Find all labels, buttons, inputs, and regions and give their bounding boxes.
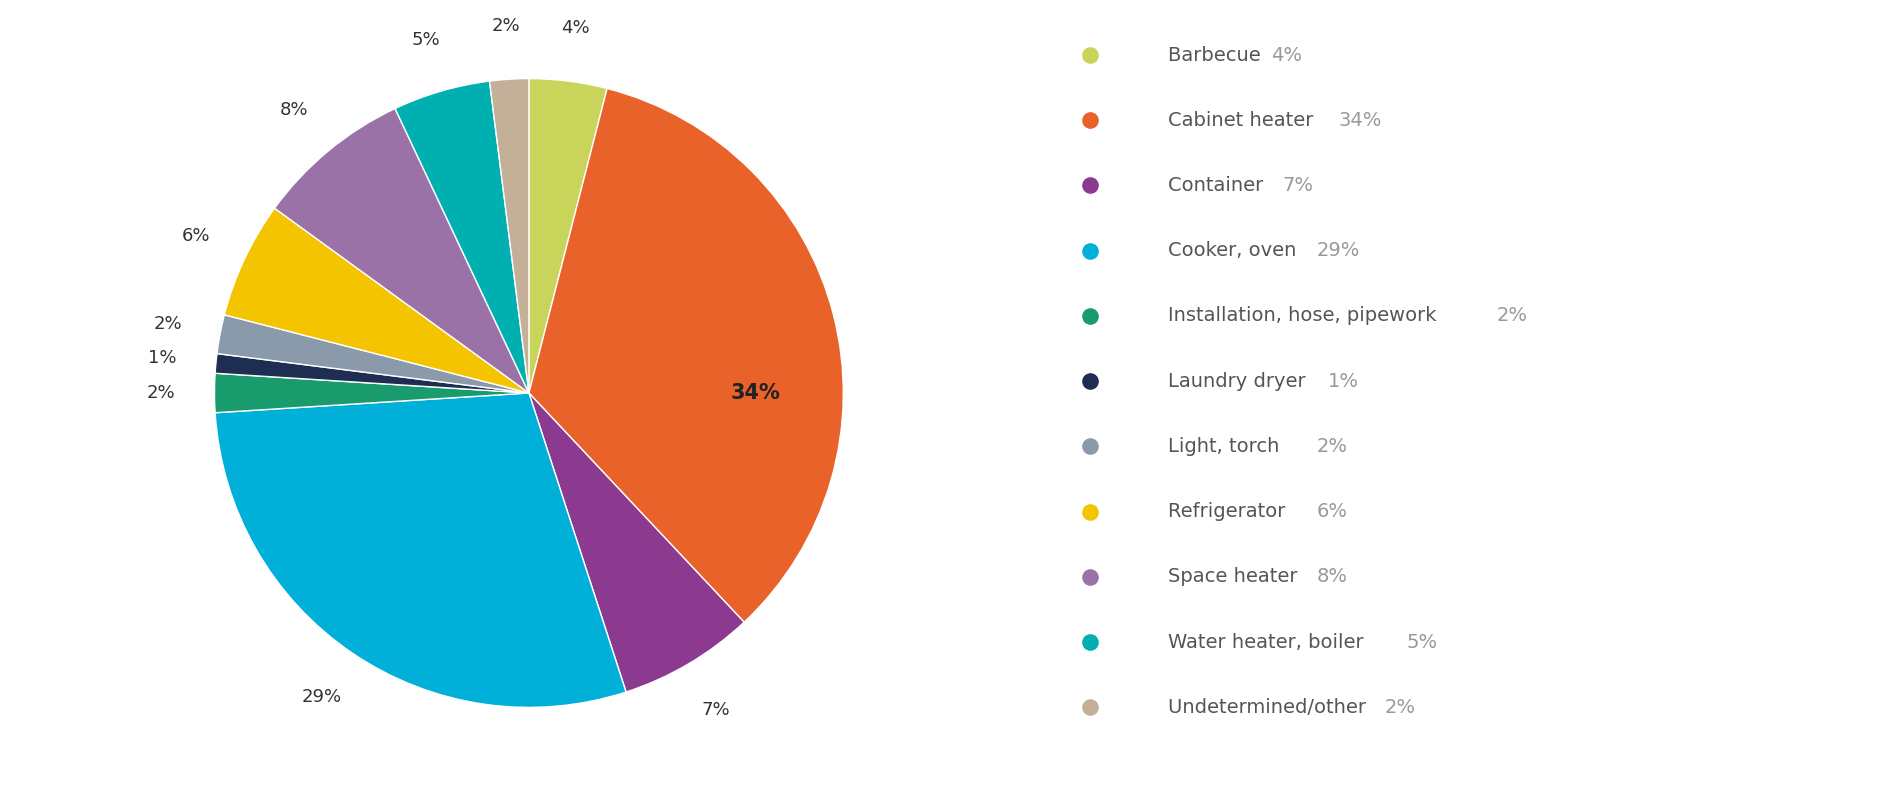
Text: 2%: 2% (1385, 698, 1415, 717)
Text: 2%: 2% (1317, 437, 1347, 456)
Wedge shape (529, 79, 606, 393)
Wedge shape (489, 79, 529, 393)
Text: 7%: 7% (1283, 176, 1313, 195)
Text: 2%: 2% (147, 384, 176, 402)
Text: 6%: 6% (181, 227, 210, 245)
Wedge shape (225, 208, 529, 393)
Text: 2%: 2% (491, 17, 519, 35)
Text: Container: Container (1167, 176, 1275, 195)
Text: 34%: 34% (1339, 111, 1383, 130)
Text: 6%: 6% (1317, 502, 1347, 521)
Wedge shape (529, 89, 842, 623)
Text: 8%: 8% (1317, 567, 1347, 586)
Text: 5%: 5% (1407, 633, 1438, 652)
Wedge shape (395, 81, 529, 393)
Wedge shape (217, 315, 529, 393)
Text: Barbecue: Barbecue (1167, 46, 1273, 64)
Text: 4%: 4% (1271, 46, 1302, 64)
Text: Cooker, oven: Cooker, oven (1167, 241, 1309, 260)
Text: 5%: 5% (412, 31, 440, 49)
Text: Undetermined/other: Undetermined/other (1167, 698, 1379, 717)
Text: Cabinet heater: Cabinet heater (1167, 111, 1326, 130)
Text: Laundry dryer: Laundry dryer (1167, 372, 1319, 391)
Text: 29%: 29% (302, 689, 342, 707)
Wedge shape (215, 354, 529, 393)
Wedge shape (529, 393, 744, 692)
Wedge shape (215, 373, 529, 413)
Text: Water heater, boiler: Water heater, boiler (1167, 633, 1375, 652)
Text: 1%: 1% (1328, 372, 1358, 391)
Text: 34%: 34% (731, 383, 780, 403)
Text: 4%: 4% (561, 19, 589, 37)
Text: 7%: 7% (703, 700, 731, 718)
Text: Light, torch: Light, torch (1167, 437, 1292, 456)
Wedge shape (215, 393, 625, 707)
Text: 2%: 2% (153, 315, 181, 333)
Wedge shape (274, 108, 529, 393)
Text: 2%: 2% (1498, 307, 1528, 325)
Text: Installation, hose, pipework: Installation, hose, pipework (1167, 307, 1449, 325)
Text: Space heater: Space heater (1167, 567, 1309, 586)
Text: 8%: 8% (280, 101, 308, 119)
Text: 29%: 29% (1317, 241, 1360, 260)
Text: 1%: 1% (149, 350, 178, 367)
Text: Refrigerator: Refrigerator (1167, 502, 1298, 521)
